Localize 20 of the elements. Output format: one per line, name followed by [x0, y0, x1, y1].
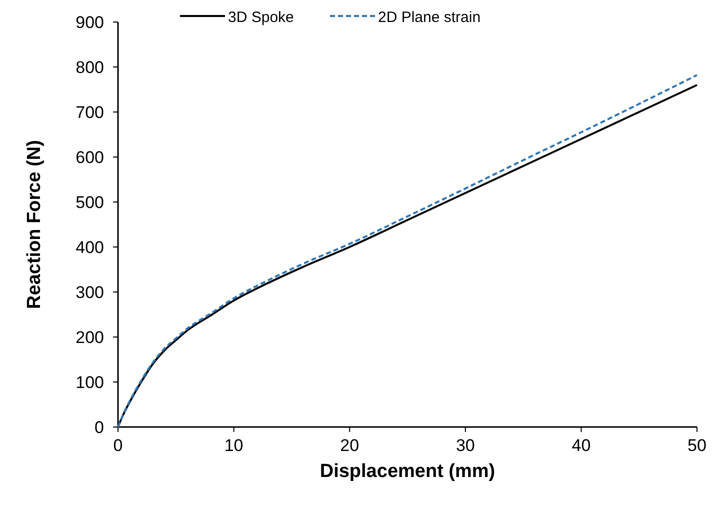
y-tick-label: 900: [76, 13, 104, 32]
y-tick-label: 700: [76, 103, 104, 122]
y-tick-label: 400: [76, 238, 104, 257]
x-tick-label: 0: [113, 436, 123, 455]
x-axis-title: Displacement (mm): [320, 461, 496, 482]
y-tick-label: 800: [76, 58, 104, 77]
x-tick-label: 10: [224, 436, 244, 455]
y-tick-label: 500: [76, 193, 104, 212]
x-tick-label: 40: [572, 436, 591, 455]
x-tick-label: 50: [688, 436, 706, 455]
y-tick-label: 300: [76, 283, 104, 302]
y-tick-label: 200: [76, 328, 104, 347]
legend-label: 2D Plane strain: [378, 9, 481, 26]
y-axis-title: Reaction Force (N): [24, 140, 45, 309]
x-tick-label: 20: [340, 436, 360, 455]
y-tick-label: 100: [76, 373, 104, 392]
y-tick-label: 600: [76, 148, 104, 167]
y-tick-label: 0: [94, 418, 104, 437]
legend-label: 3D Spoke: [228, 9, 294, 26]
x-tick-label: 30: [456, 436, 475, 455]
